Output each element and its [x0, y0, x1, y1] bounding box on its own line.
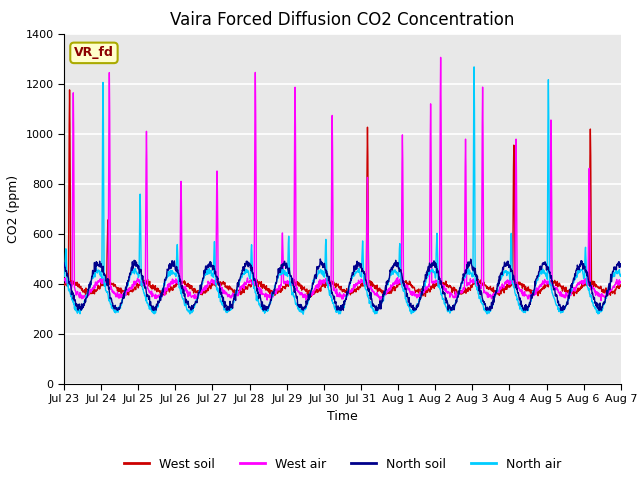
Y-axis label: CO2 (ppm): CO2 (ppm) [7, 175, 20, 243]
Legend: West soil, West air, North soil, North air: West soil, West air, North soil, North a… [119, 453, 566, 476]
Text: VR_fd: VR_fd [74, 47, 114, 60]
Title: Vaira Forced Diffusion CO2 Concentration: Vaira Forced Diffusion CO2 Concentration [170, 11, 515, 29]
X-axis label: Time: Time [327, 410, 358, 423]
